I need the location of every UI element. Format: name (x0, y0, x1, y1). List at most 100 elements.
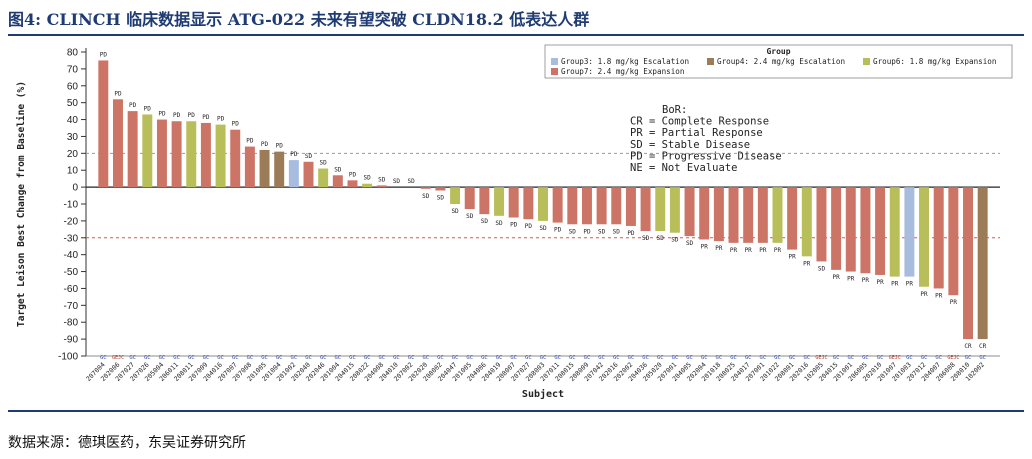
bor-label: PD (627, 230, 635, 237)
gc-marker: GEJC (889, 355, 901, 361)
legend-label: Group3: 1.8 mg/kg Escalation (561, 57, 689, 66)
bar (230, 129, 241, 188)
bor-label: PD (510, 222, 518, 229)
bor-legend-line: PR = Partial Response (630, 127, 763, 139)
group-legend: Group Group3: 1.8 mg/kg Escalation Group4:… (544, 44, 1013, 79)
gc-marker: GC (584, 355, 591, 361)
gc-marker: GC (672, 355, 679, 361)
gc-marker: GC (686, 355, 693, 361)
bor-label: PD (349, 171, 357, 178)
gc-marker: GC (261, 355, 268, 361)
legend-swatch (707, 58, 714, 65)
gc-marker: GC (613, 355, 620, 361)
bor-legend-line: NE = Not Evaluate (630, 162, 737, 174)
gc-marker: GC (232, 355, 239, 361)
bor-label: SD (334, 166, 342, 173)
gc-marker: GC (554, 355, 561, 361)
bar (142, 114, 153, 188)
bor-label: SD (378, 176, 386, 183)
figure-title: 图4: CLINCH 临床数据显示 ATG-022 未来有望突破 CLDN18.… (8, 10, 590, 29)
bor-legend-line: BoR: (662, 104, 687, 116)
gc-marker: GC (935, 355, 942, 361)
bar (567, 187, 578, 225)
bor-label: SD (539, 225, 547, 232)
bor-label: PD (100, 51, 108, 58)
bor-label: PD (525, 223, 533, 230)
bor-label: PR (789, 254, 797, 261)
bor-label: PR (891, 281, 899, 288)
y-tick-label: 80 (67, 48, 79, 59)
bor-label: PR (730, 247, 738, 254)
bar (347, 180, 358, 188)
bar (420, 187, 431, 189)
bor-label: PD (261, 141, 269, 148)
gc-marker: GC (510, 355, 517, 361)
labels-layer: PDGC207004PDGEJC202006PDGC207027PDGC2070… (84, 51, 986, 383)
bar (787, 187, 798, 250)
bar (860, 187, 871, 274)
bar (831, 187, 842, 270)
bor-label: SD (481, 218, 489, 225)
bar (200, 122, 211, 188)
gc-marker: GC (628, 355, 635, 361)
bor-label: PD (276, 143, 284, 150)
bar (318, 168, 329, 188)
gc-marker: GC (730, 355, 737, 361)
bor-label: PR (832, 274, 840, 281)
bor-label: SD (642, 235, 650, 242)
gc-marker: GC (320, 355, 327, 361)
y-tick-label: 60 (67, 81, 79, 92)
bor-label: PD (202, 114, 210, 121)
gc-marker: GC (496, 355, 503, 361)
legend-swatch (551, 68, 558, 75)
bor-label: PR (876, 279, 884, 286)
bor-label: PR (862, 277, 870, 284)
bor-legend-line: SD = Stable Disease (630, 139, 750, 151)
y-tick-label: -40 (64, 250, 79, 261)
bor-label: PR (715, 245, 723, 252)
bar (464, 187, 475, 210)
gc-marker: GC (481, 355, 488, 361)
bor-label: PR (759, 247, 767, 254)
gc-marker: GC (437, 355, 444, 361)
title-rule (8, 34, 1024, 36)
bar (581, 187, 592, 225)
bar (259, 149, 270, 188)
bor-label: SD (613, 228, 621, 235)
gc-marker: GC (803, 355, 810, 361)
bor-legend-line: CR = Complete Response (630, 116, 769, 128)
x-axis-label: Subject (522, 388, 564, 400)
bar (816, 187, 827, 262)
bar (156, 119, 167, 188)
bar (699, 187, 710, 240)
bar (215, 124, 226, 188)
bor-label: PD (554, 227, 562, 234)
bor-label: SD (320, 160, 328, 167)
bar (376, 185, 387, 188)
gc-marker: GC (847, 355, 854, 361)
bor-label: SD (437, 194, 445, 201)
gc-marker: GC (569, 355, 576, 361)
bor-label: PD (129, 102, 137, 109)
bar (332, 175, 343, 188)
bar (494, 187, 505, 216)
legend-title: Group (766, 47, 790, 56)
gc-marker: GC (921, 355, 928, 361)
bor-label: SD (393, 178, 401, 185)
bor-label: PR (906, 281, 914, 288)
bar (171, 121, 182, 188)
gc-marker: GC (378, 355, 385, 361)
legend-swatch (863, 58, 870, 65)
gc-marker: GC (144, 355, 151, 361)
bar (288, 160, 299, 188)
gc-marker: GC (203, 355, 210, 361)
y-tick-label: 40 (67, 115, 79, 126)
gc-marker: GC (906, 355, 913, 361)
bar (728, 187, 739, 243)
bar (538, 187, 548, 221)
bor-label: SD (569, 228, 577, 235)
bor-label: SD (657, 235, 665, 242)
gc-marker: GC (833, 355, 840, 361)
gc-marker: GC (408, 355, 415, 361)
legend-label: Group4: 2.4 mg/kg Escalation (717, 57, 845, 66)
